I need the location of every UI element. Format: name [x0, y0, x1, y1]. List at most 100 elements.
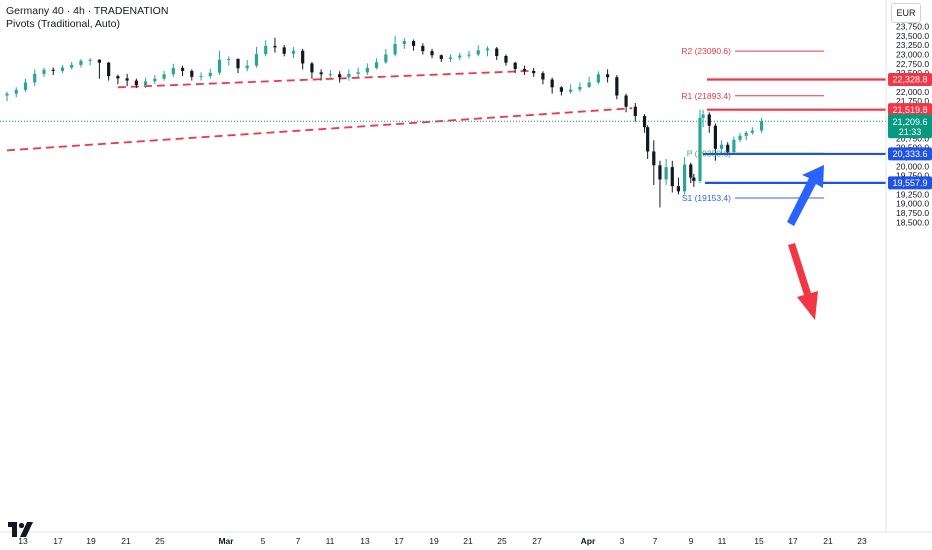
- x-tick-label: 27: [532, 536, 542, 546]
- x-tick-label: 11: [718, 536, 727, 546]
- pivot-label: S1 (19153.4): [682, 193, 731, 203]
- candle-body: [33, 73, 37, 83]
- level-tag: [888, 147, 932, 161]
- x-tick-label: 21: [121, 536, 131, 546]
- x-tick-label: 25: [155, 536, 165, 546]
- candle-body: [107, 62, 111, 77]
- candle-body: [606, 74, 610, 78]
- level-tag-text: 21,519.8: [892, 105, 927, 115]
- candle-body: [411, 41, 416, 46]
- candle-body: [615, 77, 619, 96]
- candle-body: [347, 73, 351, 78]
- x-tick-label: Mar: [218, 536, 234, 546]
- candle-body: [144, 81, 148, 86]
- current-price-countdown: 21:33: [899, 127, 922, 137]
- candle-body: [719, 144, 724, 149]
- candle-body: [430, 51, 434, 56]
- x-tick-label: Apr: [581, 536, 596, 546]
- candle-body: [227, 58, 231, 60]
- candle-body: [310, 63, 314, 73]
- y-tick-label: 20,000.0: [896, 161, 929, 171]
- candle-body: [587, 82, 591, 87]
- candle-body: [319, 72, 323, 75]
- candle-body: [97, 59, 101, 63]
- candle-body: [190, 70, 194, 77]
- indicator-title: Pivots (Traditional, Auto): [6, 18, 120, 30]
- x-tick-label: 17: [788, 536, 798, 546]
- candle-body: [125, 78, 129, 81]
- candle-body: [282, 47, 286, 54]
- x-tick-label: 17: [53, 536, 63, 546]
- candle-body: [522, 69, 527, 71]
- candle-body: [701, 114, 705, 118]
- candle-body: [23, 82, 28, 90]
- level-tag-text: 22,328.8: [892, 75, 927, 85]
- candle-body: [393, 44, 397, 55]
- level-tag-text: 19,557.9: [892, 178, 927, 188]
- candle-body: [744, 132, 748, 136]
- candle-body: [365, 67, 369, 73]
- level-tag: [888, 176, 932, 190]
- symbol-title: Germany 40 · 4h · TRADENATION: [6, 5, 169, 17]
- candle-body: [633, 106, 637, 117]
- candle-body: [689, 164, 693, 178]
- trendline-1: [6, 107, 633, 152]
- candle-body: [356, 72, 360, 74]
- candle-body: [713, 125, 717, 149]
- x-tick-label: 13: [360, 536, 370, 546]
- candle-body: [676, 186, 681, 192]
- candle-body: [5, 93, 9, 96]
- y-tick-label: 18,750.0: [896, 208, 929, 218]
- y-tick-label: 23,000.0: [896, 49, 929, 59]
- candle-body: [273, 45, 277, 48]
- currency-button[interactable]: EUR: [891, 3, 921, 23]
- candle-body: [439, 55, 443, 59]
- candle-body: [421, 45, 425, 52]
- candle-body: [116, 76, 120, 79]
- candle-body: [569, 89, 573, 92]
- candle-body: [578, 86, 582, 90]
- candle-body: [642, 116, 647, 128]
- candle-body: [60, 67, 65, 71]
- candle-body: [750, 130, 754, 133]
- candle-body: [738, 135, 742, 140]
- candle-body: [51, 69, 55, 71]
- down-arrow-icon: [788, 243, 818, 320]
- candle-body: [199, 76, 203, 78]
- x-tick-label: 9: [689, 536, 694, 546]
- x-tick-label: 21: [463, 536, 473, 546]
- candle-body: [559, 87, 563, 92]
- candle-body: [328, 74, 332, 76]
- x-tick-label: 7: [653, 536, 658, 546]
- x-tick-label: 15: [754, 536, 764, 546]
- candle-body: [658, 165, 662, 180]
- candle-body: [698, 117, 702, 181]
- y-tick-label: 19,000.0: [896, 199, 929, 209]
- y-tick-label: 19,750.0: [896, 171, 929, 181]
- candle-body: [375, 62, 379, 68]
- candle-body: [264, 45, 268, 55]
- candle-body: [646, 127, 650, 152]
- y-tick-label: 23,250.0: [896, 40, 929, 50]
- x-tick-label: 19: [429, 536, 439, 546]
- x-tick-label: 3: [620, 536, 625, 546]
- candle-body: [208, 72, 212, 77]
- y-tick-label: 19,250.0: [896, 189, 929, 199]
- candle-body: [664, 167, 668, 180]
- candle-body: [14, 89, 18, 94]
- candle-body: [760, 121, 764, 131]
- y-tick-label: 22,000.0: [896, 87, 929, 97]
- candle-body: [162, 74, 166, 79]
- candle-body: [670, 167, 674, 187]
- candle-body: [692, 177, 696, 181]
- candle-body: [532, 70, 536, 74]
- trendline-0: [117, 69, 531, 89]
- candle-body: [402, 41, 406, 45]
- y-tick-label: 18,500.0: [896, 217, 929, 227]
- candle-body: [495, 48, 499, 56]
- candle-body: [448, 57, 453, 59]
- candle-body: [541, 73, 545, 80]
- candle-body: [707, 114, 711, 126]
- x-tick-label: 17: [394, 536, 404, 546]
